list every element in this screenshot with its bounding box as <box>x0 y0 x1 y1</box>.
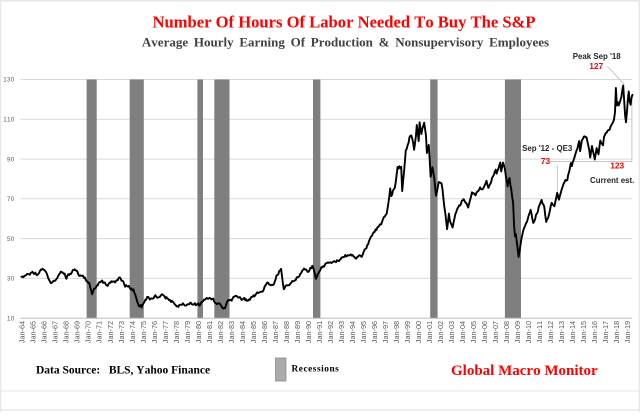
svg-text:Number Of Hours Of Labor Neede: Number Of Hours Of Labor Needed To Buy T… <box>152 13 535 32</box>
svg-text:Jan-77: Jan-77 <box>161 321 170 343</box>
svg-text:Jan-70: Jan-70 <box>84 321 93 343</box>
svg-text:Jan-83: Jan-83 <box>227 321 236 343</box>
svg-text:Jan-16: Jan-16 <box>590 321 599 343</box>
svg-text:Jan-81: Jan-81 <box>205 321 214 343</box>
svg-text:Jan-98: Jan-98 <box>392 321 401 343</box>
svg-text:Jan-75: Jan-75 <box>139 321 148 343</box>
svg-text:Recessions: Recessions <box>292 365 340 375</box>
svg-text:Jan-67: Jan-67 <box>51 321 60 343</box>
svg-text:Peak Sep '18: Peak Sep '18 <box>573 52 622 61</box>
svg-text:Average Hourly Earning Of Prod: Average Hourly Earning Of Production & N… <box>142 35 549 50</box>
svg-text:Jan-78: Jan-78 <box>172 321 181 343</box>
svg-text:Jan-89: Jan-89 <box>293 321 302 343</box>
svg-text:Jan-82: Jan-82 <box>216 321 225 343</box>
svg-text:Jan-84: Jan-84 <box>238 321 247 343</box>
svg-text:73: 73 <box>541 156 551 166</box>
svg-text:Jan-74: Jan-74 <box>128 321 137 343</box>
svg-text:Jan-07: Jan-07 <box>491 321 500 343</box>
svg-text:Jan-12: Jan-12 <box>546 321 555 343</box>
svg-text:10: 10 <box>7 315 15 322</box>
svg-text:Jan-18: Jan-18 <box>612 321 621 343</box>
svg-text:Jan-02: Jan-02 <box>436 321 445 343</box>
svg-text:Jan-94: Jan-94 <box>348 321 357 343</box>
svg-text:110: 110 <box>3 117 14 124</box>
svg-text:Jan-05: Jan-05 <box>469 321 478 343</box>
svg-text:Jan-87: Jan-87 <box>271 321 280 343</box>
svg-text:Jan-88: Jan-88 <box>282 321 291 343</box>
svg-text:Jan-76: Jan-76 <box>150 321 159 343</box>
svg-text:Jan-69: Jan-69 <box>73 321 82 343</box>
svg-text:Jan-97: Jan-97 <box>381 321 390 343</box>
svg-text:Jan-13: Jan-13 <box>557 321 566 343</box>
svg-text:Data Source: BLS, Yahoo Fina: Data Source: BLS, Yahoo Finance <box>36 365 210 377</box>
svg-text:Jan-06: Jan-06 <box>480 321 489 343</box>
svg-text:Jan-90: Jan-90 <box>304 321 313 343</box>
svg-text:Jan-68: Jan-68 <box>62 321 71 343</box>
svg-text:Jan-00: Jan-00 <box>414 321 423 343</box>
svg-text:Jan-03: Jan-03 <box>447 321 456 343</box>
svg-text:50: 50 <box>7 236 15 243</box>
svg-text:Jan-72: Jan-72 <box>106 321 115 343</box>
svg-text:Jan-14: Jan-14 <box>568 321 577 343</box>
svg-text:Jan-17: Jan-17 <box>601 321 610 343</box>
svg-text:30: 30 <box>7 276 15 283</box>
svg-text:Jan-09: Jan-09 <box>513 321 522 343</box>
svg-text:Jan-64: Jan-64 <box>18 321 27 343</box>
svg-text:Jan-73: Jan-73 <box>117 321 126 343</box>
svg-text:Jan-79: Jan-79 <box>183 321 192 343</box>
svg-text:123: 123 <box>610 161 624 171</box>
svg-text:Jan-86: Jan-86 <box>260 321 269 343</box>
svg-text:70: 70 <box>7 196 15 203</box>
svg-text:Jan-11: Jan-11 <box>535 321 544 343</box>
svg-text:Jan-65: Jan-65 <box>29 321 38 343</box>
svg-text:Jan-10: Jan-10 <box>524 321 533 343</box>
svg-text:Jan-93: Jan-93 <box>337 321 346 343</box>
svg-text:Jan-04: Jan-04 <box>458 321 467 343</box>
svg-text:Jan-85: Jan-85 <box>249 321 258 343</box>
svg-text:130: 130 <box>3 77 14 84</box>
svg-text:Jan-99: Jan-99 <box>403 321 412 343</box>
svg-text:Global Macro Monitor: Global Macro Monitor <box>451 363 598 379</box>
svg-text:Jan-95: Jan-95 <box>359 321 368 343</box>
svg-text:Jan-92: Jan-92 <box>326 321 335 343</box>
svg-text:Jan-19: Jan-19 <box>623 321 632 343</box>
svg-text:Sep '12 - QE3: Sep '12 - QE3 <box>522 144 573 153</box>
svg-text:127: 127 <box>589 61 603 71</box>
svg-text:Jan-15: Jan-15 <box>579 321 588 343</box>
svg-text:90: 90 <box>7 156 15 163</box>
svg-text:Current est.: Current est. <box>590 176 634 185</box>
svg-text:Jan-91: Jan-91 <box>315 321 324 343</box>
svg-text:Jan-66: Jan-66 <box>40 321 49 343</box>
svg-text:Jan-01: Jan-01 <box>425 321 434 343</box>
svg-text:Jan-96: Jan-96 <box>370 321 379 343</box>
svg-text:Jan-08: Jan-08 <box>502 321 511 343</box>
svg-text:Jan-80: Jan-80 <box>194 321 203 343</box>
svg-text:Jan-71: Jan-71 <box>95 321 104 343</box>
